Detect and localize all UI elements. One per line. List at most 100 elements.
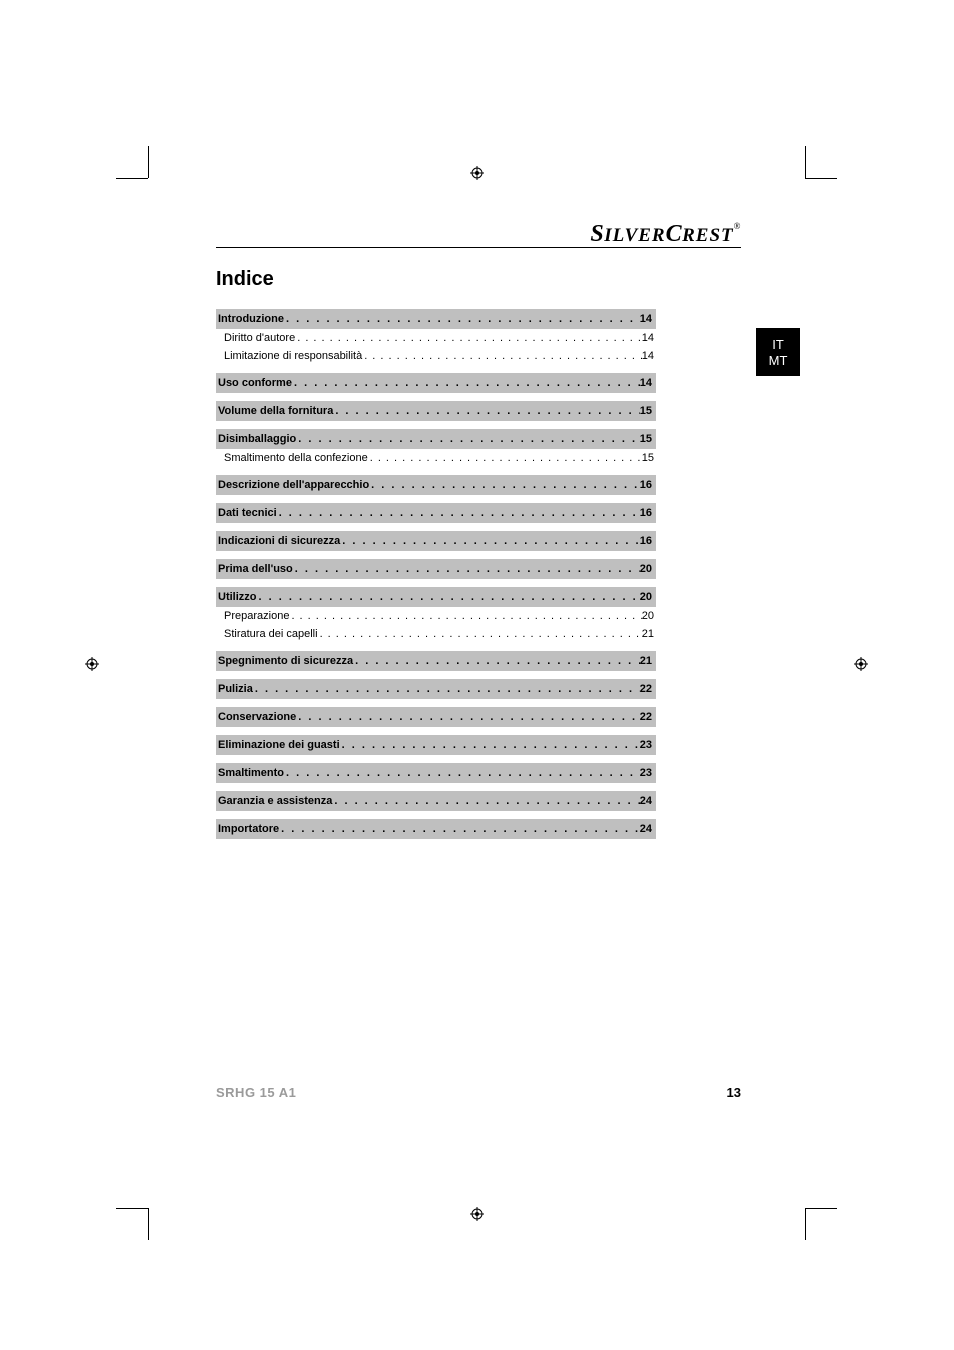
toc-label: Indicazioni di sicurezza [216,532,340,550]
toc-page: 21 [642,625,656,643]
toc-label: Importatore [216,820,279,838]
toc-page: 21 [640,652,654,670]
toc-leader-dots: . . . . . . . . . . . . . . . . . . . . … [284,764,640,782]
toc-section-row: Importatore . . . . . . . . . . . . . . … [216,819,656,839]
crop-mark [148,146,149,178]
toc-page: 16 [640,532,654,550]
toc-label: Dati tecnici [216,504,277,522]
toc-page: 15 [640,430,654,448]
crop-mark [116,178,148,179]
page-footer: SRHG 15 A1 13 [216,1085,741,1100]
toc-sub-row: Stiratura dei capelli . . . . . . . . . … [216,625,656,643]
toc-section-row: Smaltimento . . . . . . . . . . . . . . … [216,763,656,783]
toc-leader-dots: . . . . . . . . . . . . . . . . . . . . … [296,430,640,448]
toc-label: Introduzione [216,310,284,328]
table-of-contents: Indice Introduzione . . . . . . . . . . … [216,268,656,839]
brand-header: SILVERCREST® [216,221,741,248]
toc-page: 14 [640,374,654,392]
toc-leader-dots: . . . . . . . . . . . . . . . . . . . . … [296,708,640,726]
toc-leader-dots: . . . . . . . . . . . . . . . . . . . . … [279,820,640,838]
toc-page: 24 [640,792,654,810]
toc-leader-dots: . . . . . . . . . . . . . . . . . . . . … [284,310,640,328]
toc-label: Descrizione dell'apparecchio [216,476,369,494]
toc-section-row: Eliminazione dei guasti . . . . . . . . … [216,735,656,755]
toc-sub-row: Preparazione . . . . . . . . . . . . . .… [216,607,656,625]
crop-mark [148,1208,149,1240]
header-rule [216,247,741,248]
toc-section-row: Spegnimento di sicurezza . . . . . . . .… [216,651,656,671]
registration-mark-right [854,657,868,671]
toc-section-row: Pulizia . . . . . . . . . . . . . . . . … [216,679,656,699]
registration-mark-left [85,657,99,671]
toc-label: Prima dell'uso [216,560,293,578]
toc-sub-row: Limitazione di responsabilità . . . . . … [216,347,656,365]
toc-page: 22 [640,708,654,726]
toc-page: 24 [640,820,654,838]
toc-page: 14 [642,347,656,365]
crop-mark [805,178,837,179]
toc-leader-dots: . . . . . . . . . . . . . . . . . . . . … [295,329,642,347]
toc-label: Smaltimento [216,764,284,782]
toc-label: Conservazione [216,708,296,726]
toc-section-row: Volume della fornitura . . . . . . . . .… [216,401,656,421]
language-code-1: IT [756,337,800,353]
toc-leader-dots: . . . . . . . . . . . . . . . . . . . . … [368,449,642,467]
toc-label: Volume della fornitura [216,402,333,420]
crop-mark [805,146,806,178]
toc-page: 20 [640,588,654,606]
toc-leader-dots: . . . . . . . . . . . . . . . . . . . . … [333,402,639,420]
toc-label: Limitazione di responsabilità [216,347,362,365]
crop-mark [805,1208,837,1209]
toc-section-row: Prima dell'uso . . . . . . . . . . . . .… [216,559,656,579]
toc-list: Introduzione . . . . . . . . . . . . . .… [216,309,656,839]
toc-label: Pulizia [216,680,253,698]
toc-page: 16 [640,476,654,494]
toc-title: Indice [216,268,656,291]
toc-label: Spegnimento di sicurezza [216,652,353,670]
toc-page: 14 [640,310,654,328]
toc-leader-dots: . . . . . . . . . . . . . . . . . . . . … [318,625,642,643]
toc-label: Garanzia e assistenza [216,792,332,810]
toc-leader-dots: . . . . . . . . . . . . . . . . . . . . … [277,504,640,522]
toc-sub-row: Smaltimento della confezione . . . . . .… [216,449,656,467]
toc-leader-dots: . . . . . . . . . . . . . . . . . . . . … [340,736,640,754]
brand-logo: SILVERCREST® [216,221,741,248]
toc-leader-dots: . . . . . . . . . . . . . . . . . . . . … [293,560,640,578]
toc-section-row: Utilizzo . . . . . . . . . . . . . . . .… [216,587,656,607]
toc-page: 16 [640,504,654,522]
toc-leader-dots: . . . . . . . . . . . . . . . . . . . . … [253,680,640,698]
toc-label: Diritto d'autore [216,329,295,347]
toc-label: Smaltimento della confezione [216,449,368,467]
toc-section-row: Dati tecnici . . . . . . . . . . . . . .… [216,503,656,523]
toc-leader-dots: . . . . . . . . . . . . . . . . . . . . … [340,532,639,550]
toc-leader-dots: . . . . . . . . . . . . . . . . . . . . … [292,374,640,392]
toc-section-row: Disimballaggio . . . . . . . . . . . . .… [216,429,656,449]
toc-leader-dots: . . . . . . . . . . . . . . . . . . . . … [289,607,641,625]
footer-model: SRHG 15 A1 [216,1085,296,1100]
toc-section-row: Conservazione . . . . . . . . . . . . . … [216,707,656,727]
crop-mark [805,1208,806,1240]
toc-leader-dots: . . . . . . . . . . . . . . . . . . . . … [353,652,640,670]
toc-sub-row: Diritto d'autore . . . . . . . . . . . .… [216,329,656,347]
toc-page: 20 [642,607,656,625]
toc-label: Disimballaggio [216,430,296,448]
toc-page: 23 [640,736,654,754]
toc-leader-dots: . . . . . . . . . . . . . . . . . . . . … [362,347,642,365]
toc-page: 20 [640,560,654,578]
language-code-2: MT [756,353,800,369]
toc-leader-dots: . . . . . . . . . . . . . . . . . . . . … [257,588,640,606]
crop-mark [116,1208,148,1209]
toc-leader-dots: . . . . . . . . . . . . . . . . . . . . … [369,476,640,494]
toc-leader-dots: . . . . . . . . . . . . . . . . . . . . … [332,792,639,810]
toc-section-row: Introduzione . . . . . . . . . . . . . .… [216,309,656,329]
registration-mark-bottom [470,1207,484,1221]
toc-page: 14 [642,329,656,347]
toc-page: 23 [640,764,654,782]
toc-section-row: Garanzia e assistenza . . . . . . . . . … [216,791,656,811]
toc-label: Uso conforme [216,374,292,392]
toc-page: 15 [640,402,654,420]
toc-label: Utilizzo [216,588,257,606]
toc-page: 15 [642,449,656,467]
language-tab: IT MT [756,328,800,376]
toc-section-row: Descrizione dell'apparecchio . . . . . .… [216,475,656,495]
